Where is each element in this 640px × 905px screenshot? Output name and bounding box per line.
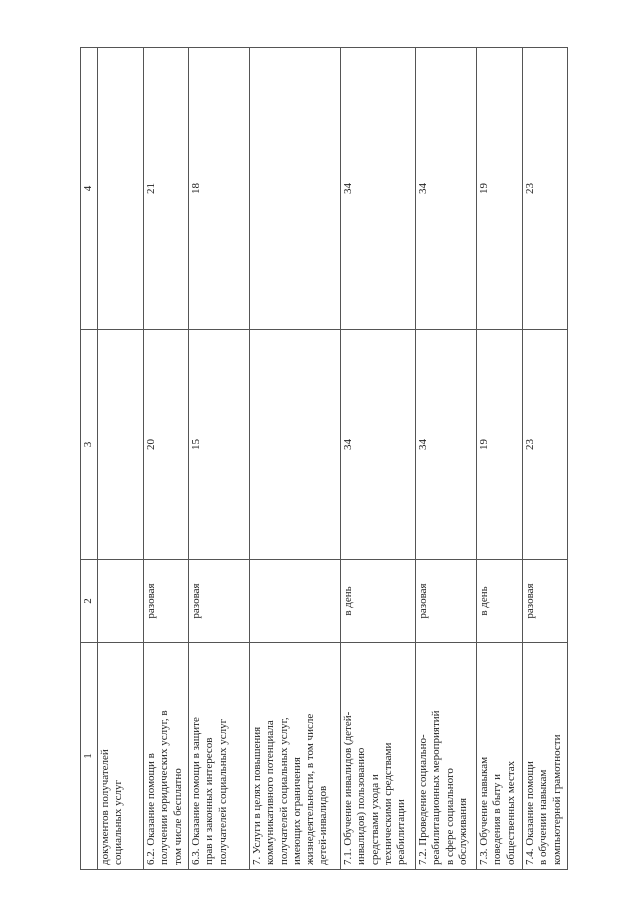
unit-cell: в день (340, 559, 416, 643)
service-name-cell: 7.1. Обучение инвалидов (детей- инвалидо… (340, 642, 416, 870)
header-col-3: 3 (80, 329, 98, 560)
service-name-cell: 6.3. Оказание помощи в защите прав и зак… (188, 642, 250, 870)
value-col3-cell: 34 (415, 329, 477, 560)
unit-cell: в день (476, 559, 523, 643)
unit-cell: разовая (415, 559, 477, 643)
unit-cell: разовая (188, 559, 250, 643)
unit-cell (249, 559, 341, 643)
value-col3-cell: 23 (522, 329, 568, 560)
value-col3-cell: 20 (143, 329, 189, 560)
value-col4-cell: 34 (415, 47, 477, 330)
value-col4-cell: 21 (143, 47, 189, 330)
table-row: 7. Услуги в целях повышения коммуникатив… (249, 47, 341, 870)
value-col4-cell (97, 47, 144, 330)
rotated-table-page: 1 2 3 4 документов получателей социальны… (80, 47, 568, 870)
service-name-cell: 7.3. Обучение навыкам поведения в быту и… (476, 642, 523, 870)
value-col4-cell: 23 (522, 47, 568, 330)
header-row: 1 2 3 4 (80, 47, 98, 870)
header-col-1: 1 (80, 642, 98, 870)
service-name-cell: 7.2. Проведение социально- реабилитацион… (415, 642, 477, 870)
services-table: 1 2 3 4 документов получателей социальны… (80, 47, 568, 870)
table-row: 7.1. Обучение инвалидов (детей- инвалидо… (340, 47, 416, 870)
table-row: 7.3. Обучение навыкам поведения в быту и… (476, 47, 523, 870)
value-col4-cell: 18 (188, 47, 250, 330)
value-col4-cell: 19 (476, 47, 523, 330)
table-row: 7.2. Проведение социально- реабилитацион… (415, 47, 477, 870)
header-col-4: 4 (80, 47, 98, 330)
table-row: 6.2. Оказание помощи в получении юридиче… (143, 47, 189, 870)
value-col4-cell (249, 47, 341, 330)
value-col4-cell: 34 (340, 47, 416, 330)
unit-cell (97, 559, 144, 643)
value-col3-cell (249, 329, 341, 560)
service-name-cell: 6.2. Оказание помощи в получении юридиче… (143, 642, 189, 870)
service-name-cell: 7.4. Оказание помощи в обучении навыкам … (522, 642, 568, 870)
value-col3-cell (97, 329, 144, 560)
table-row: документов получателей социальных услуг (97, 47, 144, 870)
value-col3-cell: 19 (476, 329, 523, 560)
service-name-cell: документов получателей социальных услуг (97, 642, 144, 870)
value-col3-cell: 15 (188, 329, 250, 560)
service-name-cell: 7. Услуги в целях повышения коммуникатив… (249, 642, 341, 870)
value-col3-cell: 34 (340, 329, 416, 560)
table-row: 7.4. Оказание помощи в обучении навыкам … (522, 47, 568, 870)
table-row: 6.3. Оказание помощи в защите прав и зак… (188, 47, 250, 870)
unit-cell: разовая (522, 559, 568, 643)
unit-cell: разовая (143, 559, 189, 643)
header-col-2: 2 (80, 559, 98, 643)
